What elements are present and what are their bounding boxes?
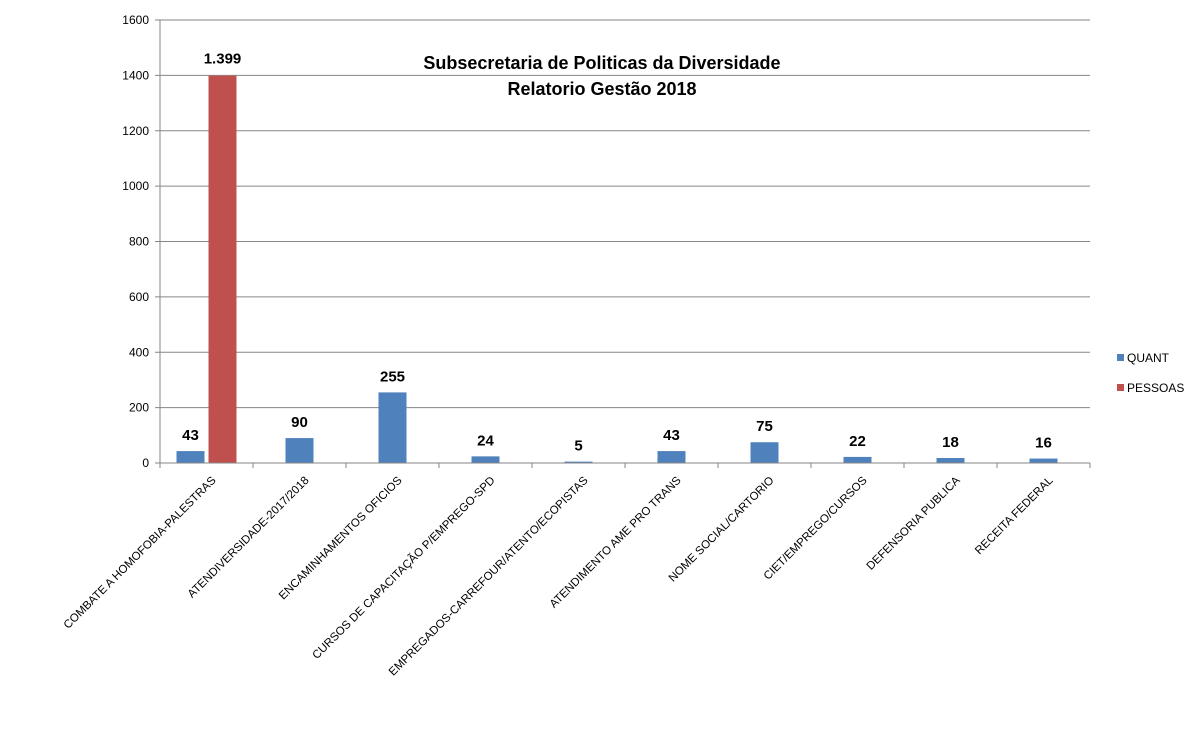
gridlines (160, 19, 1090, 409)
legend-label-quant: QUANT (1127, 351, 1170, 365)
data-label-quant: 75 (756, 418, 773, 435)
bar-quant (936, 458, 965, 463)
bar-quant (176, 451, 205, 463)
data-label-quant: 5 (574, 438, 582, 455)
y-tick-label: 1000 (122, 179, 149, 193)
data-labels: 43 1.399 90 255 24 5 43 75 22 18 16 (182, 51, 1052, 455)
category-label: COMBATE A HOMOFOBIA-PALESTRAS (62, 474, 219, 631)
bar-quant (1029, 458, 1058, 463)
bar-quant (285, 438, 314, 463)
legend: QUANT PESSOAS (1117, 351, 1184, 395)
y-tick-label: 200 (129, 401, 149, 415)
data-label-quant: 22 (849, 433, 866, 450)
bar-quant (471, 456, 500, 463)
data-label-quant: 90 (291, 414, 308, 431)
chart-title: Subsecretaria de Politicas da Diversidad… (423, 53, 780, 99)
chart-title-line-1: Subsecretaria de Politicas da Diversidad… (423, 53, 780, 73)
category-label: CURSOS DE CAPACITAÇÃO P/EMPREGO-SPD (310, 474, 498, 662)
bar-pessoas (208, 75, 237, 463)
bar-quant (843, 456, 872, 463)
category-label: DEFENSORIA PUBLICA (865, 474, 963, 572)
y-tick-label: 1600 (122, 13, 149, 27)
data-label-pessoas: 1.399 (204, 51, 242, 68)
y-tick-label: 400 (129, 345, 149, 359)
bar-quant (564, 461, 593, 463)
category-label: EMPREGADOS-CARREFOUR/ATENTO/ECOPISTAS (387, 474, 591, 678)
legend-swatch-quant (1117, 354, 1124, 361)
bar-quant (378, 392, 407, 463)
category-labels: COMBATE A HOMOFOBIA-PALESTRASATENDIVERSI… (62, 474, 1056, 678)
y-tick-label: 0 (142, 456, 149, 470)
data-label-quant: 43 (182, 427, 199, 444)
category-label: RECEITA FEDERAL (973, 474, 1056, 557)
bar-quant (657, 451, 686, 463)
legend-swatch-pessoas (1117, 384, 1124, 391)
data-label-quant: 18 (942, 434, 959, 451)
y-axis-ticks: 0 200 400 600 800 1000 1200 1400 1600 (122, 13, 149, 470)
x-axis (155, 19, 1091, 468)
bars (176, 75, 1058, 463)
y-tick-label: 1400 (122, 68, 149, 82)
y-tick-label: 600 (129, 290, 149, 304)
data-label-quant: 255 (380, 368, 405, 385)
y-tick-label: 800 (129, 235, 149, 249)
data-label-quant: 43 (663, 427, 680, 444)
category-label: CIET/EMPREGO/CURSOS (762, 474, 870, 582)
category-label: NOME SOCIAL/CARTORIO (667, 475, 777, 585)
chart-title-line-2: Relatorio Gestão 2018 (507, 79, 696, 99)
y-tick-label: 1200 (122, 124, 149, 138)
data-label-quant: 16 (1035, 435, 1052, 452)
data-label-quant: 24 (477, 432, 494, 449)
legend-label-pessoas: PESSOAS (1127, 381, 1184, 395)
bar-quant (750, 442, 779, 463)
